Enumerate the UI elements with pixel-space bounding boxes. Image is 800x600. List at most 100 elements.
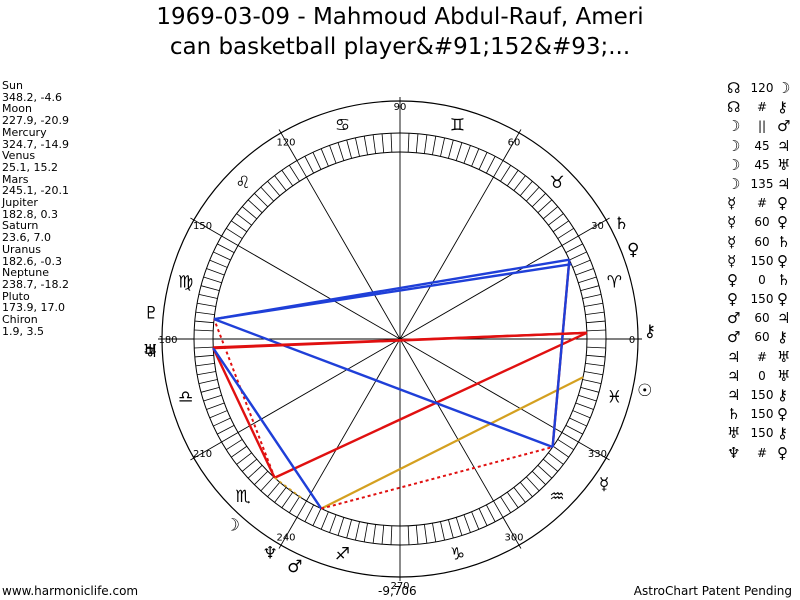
degree-tick — [355, 521, 360, 541]
degree-tick — [346, 139, 352, 159]
degree-tick — [312, 152, 322, 170]
degree-label: 120 — [276, 138, 295, 149]
spoke-extension — [190, 441, 222, 461]
degree-tick — [580, 387, 600, 393]
aspect-glyph-b: ♂ — [777, 117, 791, 136]
aspect-angle: 60 — [754, 215, 770, 230]
aspect-glyph-b: ♀ — [777, 251, 788, 270]
degree-tick — [448, 139, 454, 159]
degree-tick — [260, 476, 274, 492]
degree-tick — [221, 235, 239, 246]
degree-tick — [296, 500, 307, 518]
aspect-line — [213, 318, 554, 449]
degree-tick — [506, 491, 519, 508]
degree-tick — [200, 285, 220, 291]
degree-tick — [194, 320, 214, 324]
aspect-glyph-a: ♀ — [727, 290, 738, 309]
spoke-extension — [278, 129, 298, 161]
aspect-row: ☿ 150 ♀ — [727, 252, 799, 271]
planet-name: Saturn — [2, 219, 39, 233]
degree-tick — [580, 285, 600, 291]
degree-tick — [586, 320, 606, 324]
planet-name: Jupiter — [2, 196, 38, 210]
aspect-glyph-a: ♃ — [727, 386, 741, 404]
aspect-row: ☽ 45 ♅ — [727, 156, 799, 175]
mars-glyph: ♂ — [287, 557, 302, 577]
zodiac-sign: ♈ — [607, 273, 622, 293]
aspect-glyph-b: ♅ — [777, 366, 791, 385]
saturn-glyph: ♄ — [614, 214, 629, 234]
degree-tick — [557, 227, 574, 239]
aspect-glyph-a: ♅ — [727, 424, 741, 443]
aspect-row: ♃ # ♅ — [727, 348, 799, 367]
degree-tick — [485, 504, 496, 522]
planet-name: Sun — [2, 79, 23, 92]
aspect-angle: || — [757, 119, 767, 134]
planet-coords: 1.9, 3.5 — [2, 324, 44, 338]
aspect-glyph-b: ♄ — [777, 270, 791, 289]
aspect-glyph-b: ♀ — [777, 194, 788, 213]
degree-tick — [320, 148, 329, 167]
aspect-row: ☿ 60 ♀ — [727, 213, 799, 232]
chiron-glyph: ⚷ — [644, 322, 656, 342]
aspect-angle: 60 — [754, 311, 770, 326]
degree-tick — [548, 213, 564, 226]
degree-tick — [195, 363, 215, 367]
degree-tick — [194, 329, 214, 332]
degree-tick — [485, 156, 496, 174]
degree-label: 0 — [629, 335, 635, 346]
aspect-row: ☽ || ♂ — [727, 117, 799, 136]
degree-tick — [584, 302, 603, 307]
degree-tick — [390, 133, 393, 153]
planet-name: Venus — [2, 149, 36, 163]
aspect-glyph-a: ♂ — [727, 309, 741, 328]
aspect-glyph-b: ♀ — [777, 213, 788, 232]
degree-tick — [586, 346, 606, 349]
degree-tick — [455, 517, 463, 536]
aspect-line — [213, 262, 572, 321]
degree-tick — [561, 432, 579, 443]
degree-label: 210 — [193, 449, 212, 460]
degree-tick — [513, 487, 526, 503]
aspect-line — [321, 446, 553, 510]
degree-tick — [247, 465, 263, 479]
planet-coords: 238.7, -18.2 — [2, 277, 69, 291]
degree-label: 60 — [508, 138, 521, 149]
degree-tick — [337, 142, 345, 161]
aspect-glyph-b: ⚷ — [777, 98, 788, 117]
zodiac-sign: ♏ — [235, 487, 250, 507]
aspect-row: ♆ # ♀ — [727, 444, 799, 463]
venus-glyph: ♀ — [627, 240, 639, 260]
aspect-glyph-a: ☿ — [727, 251, 737, 270]
aspect-glyph-a: ☽ — [727, 155, 741, 174]
zodiac-sign: ♑ — [450, 544, 465, 564]
aspect-line — [212, 347, 323, 510]
degree-tick — [274, 487, 287, 503]
degree-tick — [493, 500, 504, 518]
planet-position-list: Sun 348.2, -4.6 Moon 227.9, -20.9 Mercury 324… — [2, 80, 69, 337]
degree-label: 150 — [193, 221, 212, 232]
planet-name: Chiron — [2, 313, 38, 327]
degree-tick — [569, 251, 587, 261]
zodiac-sign: ♒ — [549, 487, 564, 507]
degree-tick — [254, 193, 269, 208]
degree-tick — [578, 394, 597, 402]
aspect-glyph-b: ♃ — [777, 174, 791, 193]
degree-tick — [197, 302, 216, 307]
planet-name: Neptune — [2, 266, 50, 280]
degree-tick — [320, 511, 329, 530]
degree-tick — [584, 371, 603, 376]
degree-tick — [565, 243, 583, 254]
degree-tick — [585, 363, 605, 367]
degree-tick — [221, 432, 239, 443]
degree-tick — [463, 145, 471, 164]
chart-title-line2: can basketball player&#91;152&#93;... — [169, 34, 631, 60]
degree-label: 30 — [591, 221, 604, 232]
degree-tick — [274, 175, 287, 191]
degree-tick — [432, 136, 437, 155]
degree-tick — [226, 227, 243, 239]
degree-tick — [537, 199, 553, 213]
aspect-glyph-a: ♂ — [727, 328, 741, 347]
degree-tick — [304, 504, 315, 522]
degree-tick — [424, 524, 428, 544]
